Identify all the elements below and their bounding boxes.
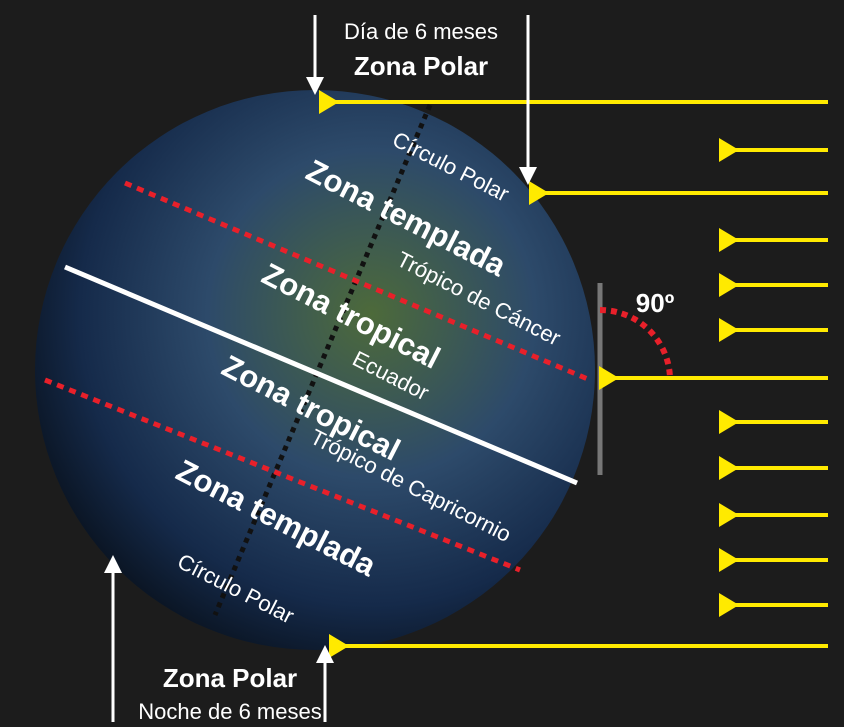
pointer-arrows — [104, 15, 537, 722]
tropic-cancer-line — [124, 180, 591, 383]
top-zone: Zona Polar — [354, 51, 488, 81]
angle-label: 90º — [636, 288, 675, 318]
angle-arc — [599, 307, 673, 379]
bottom-zone: Zona Polar — [163, 663, 297, 693]
earth-axis — [212, 104, 433, 616]
bottom-note: Noche de 6 meses — [138, 699, 321, 724]
equator-line — [64, 264, 578, 486]
sun-rays — [319, 90, 828, 658]
top-note: Día de 6 meses — [344, 19, 498, 44]
